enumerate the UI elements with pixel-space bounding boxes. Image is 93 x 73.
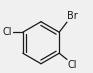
Text: Br: Br bbox=[67, 11, 78, 21]
Text: Cl: Cl bbox=[3, 27, 12, 37]
Text: Cl: Cl bbox=[67, 60, 77, 70]
